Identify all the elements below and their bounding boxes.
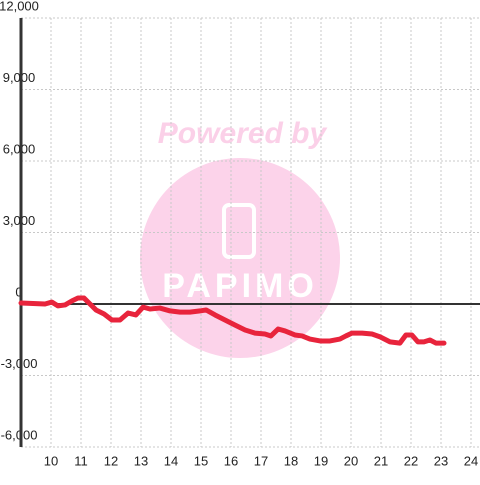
x-tick-label: 16	[224, 453, 238, 468]
x-tick-label: 11	[74, 453, 88, 468]
x-tick-label: 22	[404, 453, 418, 468]
y-tick-label: -3,000	[1, 356, 38, 371]
x-tick-label: 13	[134, 453, 148, 468]
x-tick-label: 19	[314, 453, 328, 468]
x-tick-label: 17	[254, 453, 268, 468]
watermark: Powered by PAPIMO	[140, 117, 340, 358]
y-tick-label: 3,000	[3, 213, 36, 228]
x-tick-label: 20	[344, 453, 358, 468]
y-tick-label: -6,000	[1, 427, 38, 442]
y-tick-label: 9,000	[3, 70, 36, 85]
y-tick-label: 12,000	[0, 0, 39, 13]
x-tick-label: 14	[164, 453, 178, 468]
x-tick-label: 23	[434, 453, 448, 468]
watermark-text: Powered by	[158, 117, 328, 150]
x-tick-label: 21	[374, 453, 388, 468]
watermark-logo: PAPIMO	[162, 267, 318, 305]
watermark-icon	[222, 203, 256, 259]
data-line	[18, 295, 447, 346]
x-tick-label: 15	[194, 453, 208, 468]
x-tick-label: 12	[104, 453, 118, 468]
y-tick-label: 6,000	[3, 141, 36, 156]
x-tick-label: 24	[464, 453, 478, 468]
y-tick-label: 0	[15, 284, 22, 299]
x-tick-label: 18	[284, 453, 298, 468]
x-tick-label: 10	[44, 453, 58, 468]
